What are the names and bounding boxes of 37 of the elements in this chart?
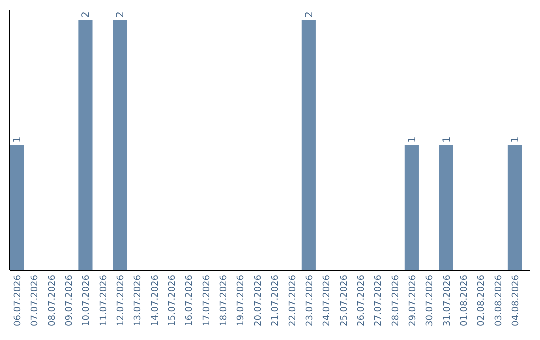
x-tick-label: 28.07.2026	[391, 274, 402, 327]
x-tick-label: 25.07.2026	[340, 274, 350, 327]
data-label: 2	[116, 12, 127, 18]
x-tick-label: 22.07.2026	[288, 274, 298, 327]
x-tick-label: 31.07.2026	[442, 274, 453, 327]
x-tick-label: 07.07.2026	[30, 274, 41, 327]
x-tick-label: 04.08.2026	[511, 274, 522, 327]
x-tick-label: 26.07.2026	[356, 274, 367, 327]
x-tick-label: 01.08.2026	[460, 274, 470, 327]
x-tick-label: 10.07.2026	[82, 274, 92, 327]
x-tick-label: 02.08.2026	[477, 274, 488, 327]
x-tick-label: 24.07.2026	[322, 274, 333, 327]
x-tick-label: 15.07.2026	[168, 274, 178, 327]
data-label: 2	[304, 12, 316, 18]
x-tick-label: 17.07.2026	[202, 274, 212, 327]
x-tick-label: 29.07.2026	[408, 274, 418, 327]
x-tick-label: 23.07.2026	[305, 274, 316, 327]
x-tick-label: 16.07.2026	[185, 274, 196, 327]
data-label: 1	[407, 136, 418, 143]
x-tick-label: 09.07.2026	[65, 274, 76, 327]
x-tick-label: 27.07.2026	[374, 274, 384, 327]
x-tick-label: 03.08.2026	[494, 274, 504, 327]
x-tick-label: 06.07.2026	[14, 274, 24, 327]
x-tick-label: 14.07.2026	[150, 274, 161, 327]
x-tick-label: 13.07.2026	[134, 274, 144, 327]
x-tick-label: 20.07.2026	[254, 274, 264, 327]
x-tick-label: 30.07.2026	[426, 274, 436, 327]
x-tick-label: 11.07.2026	[99, 274, 110, 327]
x-tick-label: 19.07.2026	[236, 274, 247, 327]
data-label: 2	[81, 12, 92, 18]
x-tick-label: 18.07.2026	[220, 274, 230, 327]
x-tick-label: 12.07.2026	[116, 274, 127, 327]
x-tick-label: 21.07.2026	[271, 274, 282, 327]
data-label: 1	[510, 136, 522, 143]
data-label: 1	[12, 136, 24, 143]
x-tick-label: 08.07.2026	[48, 274, 58, 327]
data-label: 1	[442, 136, 453, 143]
